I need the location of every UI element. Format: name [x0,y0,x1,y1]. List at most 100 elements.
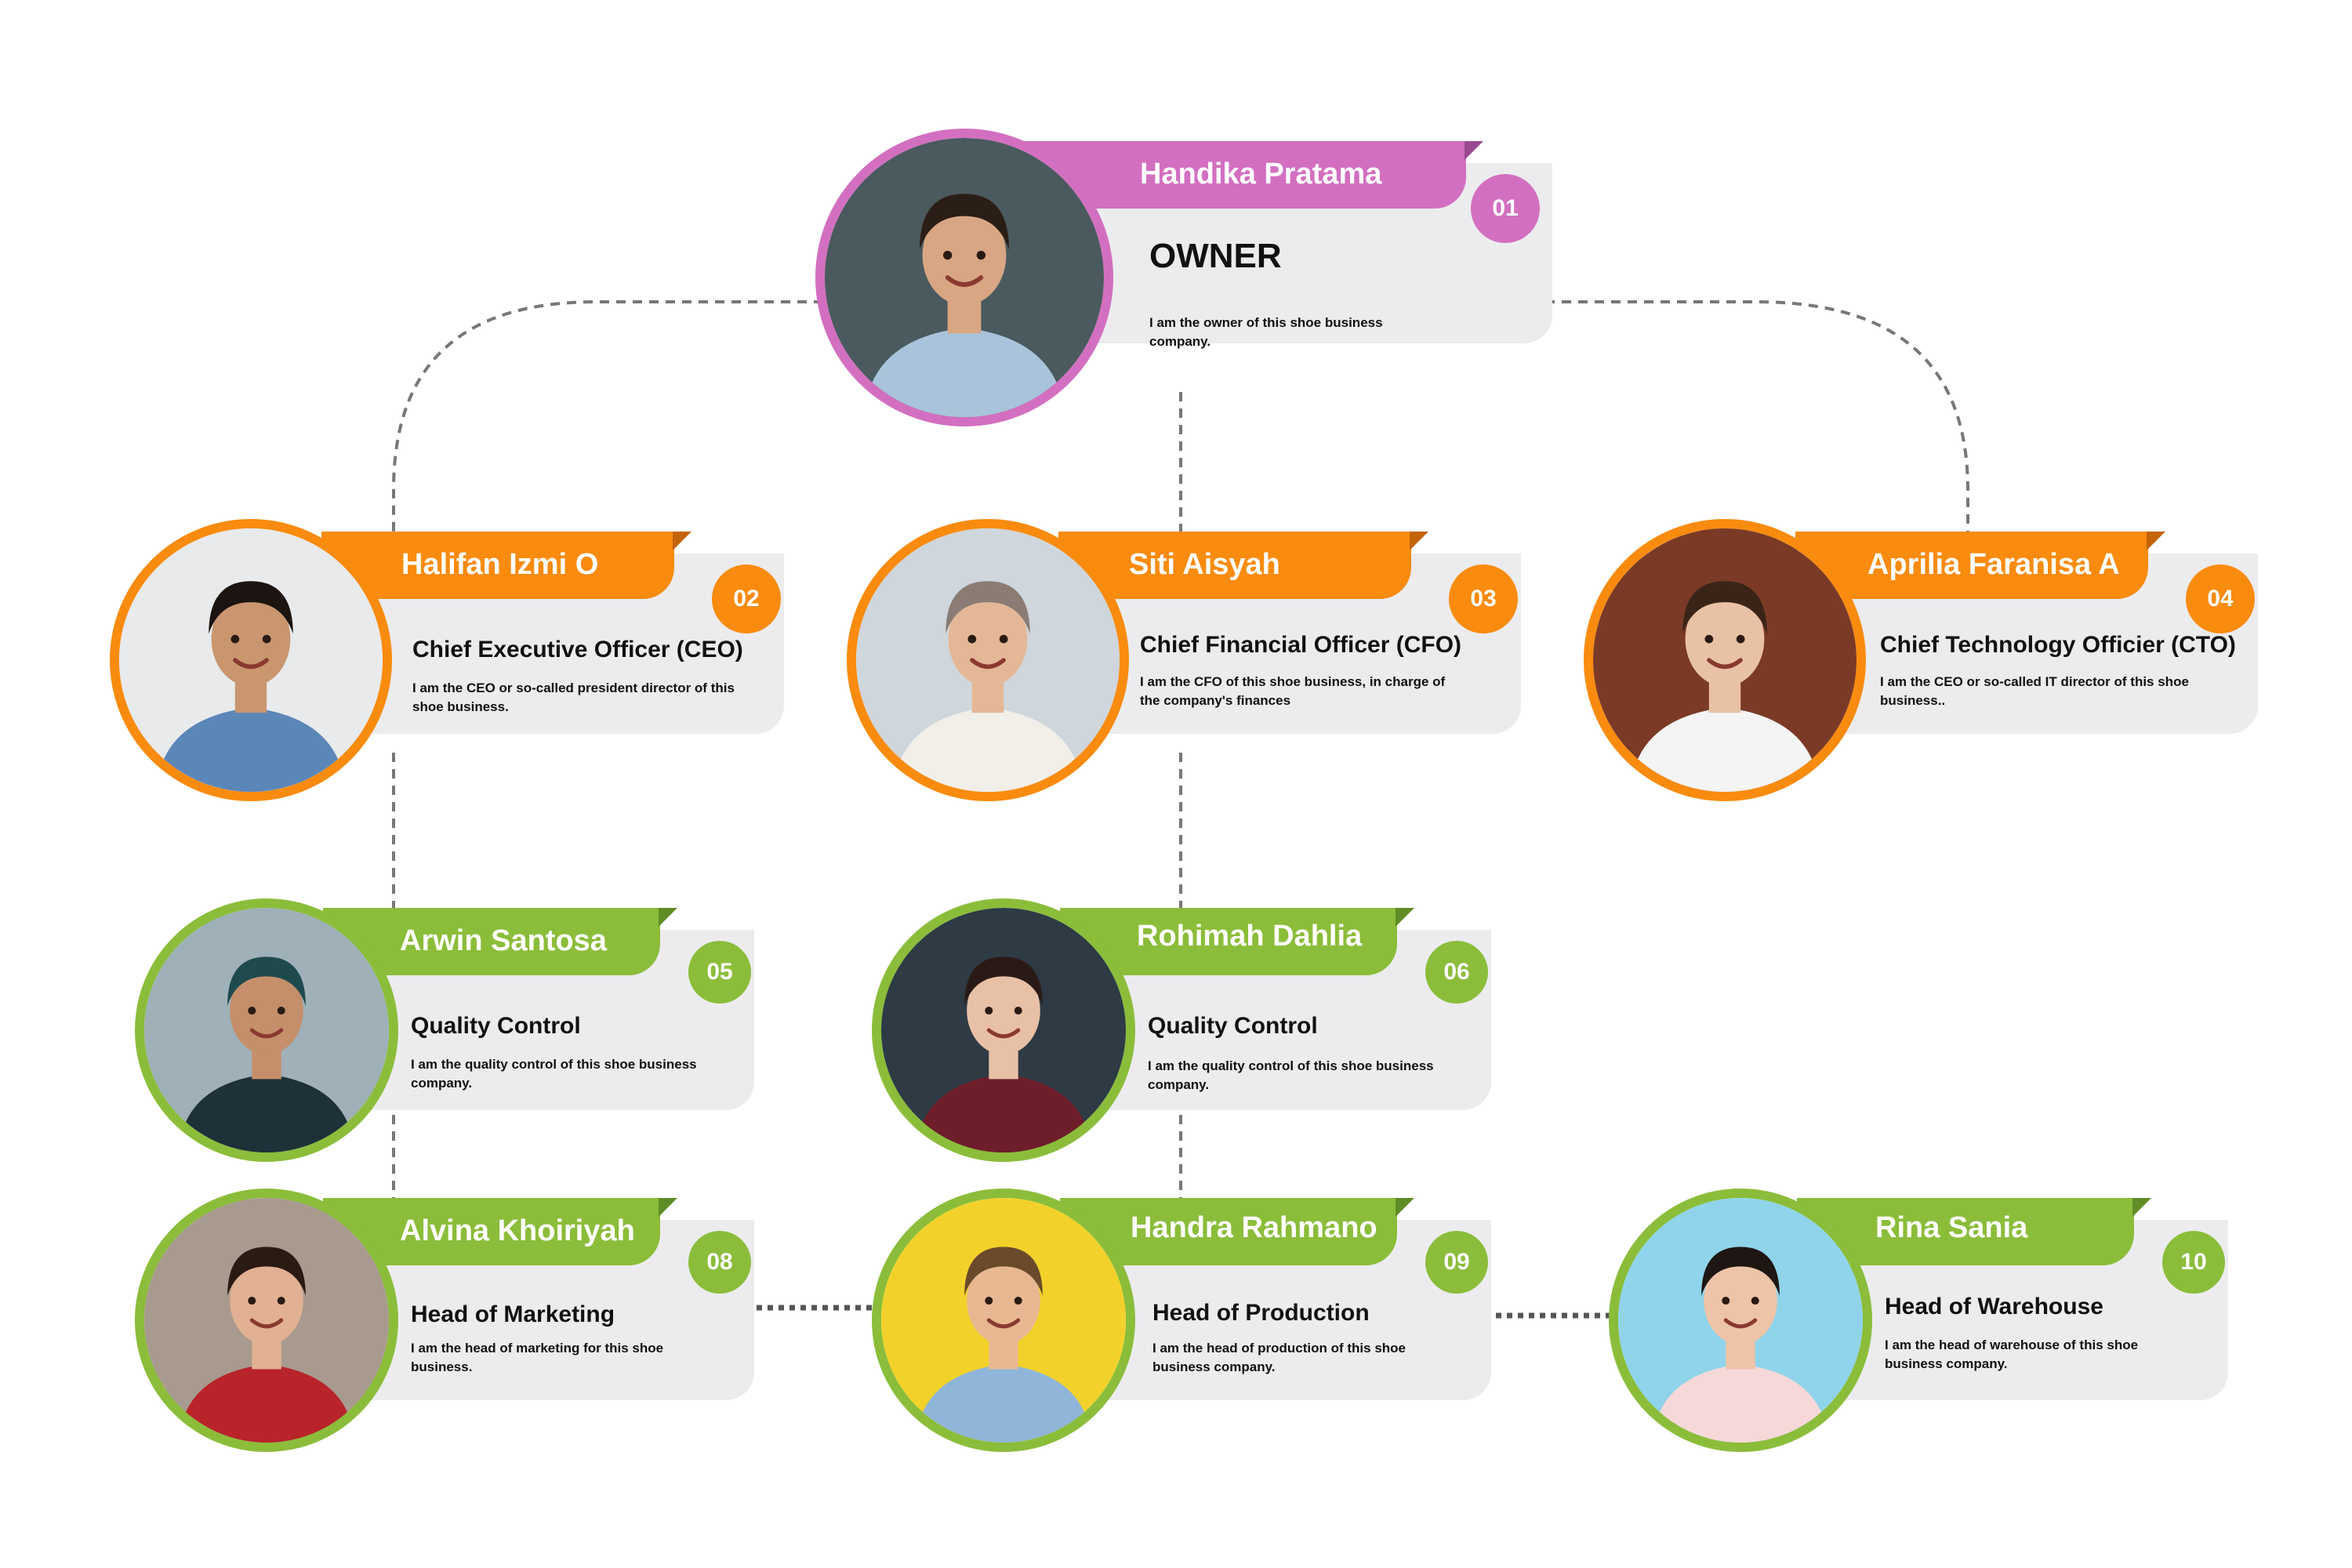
number-badge: 08 [688,1231,751,1294]
portrait-hair [227,956,306,1006]
role-description: I am the quality control of this shoe bu… [411,1057,697,1091]
avatar [872,1189,1135,1452]
portrait-smile [986,1318,1021,1329]
portrait-eye [942,250,953,260]
person-name: Aprilia Faranisa A [1867,548,2120,581]
role-title: Head of Warehouse [1885,1294,2103,1319]
org-node-quality-control-2[interactable]: Rohimah Dahlia 06 Quality Control I am t… [872,895,1562,1185]
portrait-face [230,966,303,1055]
portrait-hair [227,1247,306,1296]
portrait-illustration [825,138,1104,417]
portrait-eye [1751,1297,1759,1305]
org-node-owner[interactable]: Handika Pratama 01 OWNER I am the owner … [815,129,1552,426]
portrait-face [967,966,1040,1055]
portrait-hair [964,1247,1043,1296]
portrait-face [922,205,1007,306]
org-node-ceo[interactable]: Halifan Izmi O 02 Chief Executive Office… [110,519,800,809]
portrait-eye [967,634,977,644]
number-badge: 02 [712,564,781,633]
org-node-cto[interactable]: Aprilia Faranisa A 04 Chief Technology O… [1584,519,2274,809]
banner-fold [1410,532,1428,550]
portrait-eye [1014,1297,1022,1305]
role-description: I am the quality control of this shoe bu… [1148,1058,1434,1092]
role-description: I am the head of production of this shoe… [1152,1341,1406,1374]
banner-fold [2132,1198,2151,1217]
avatar [1609,1189,1872,1452]
portrait-body [1652,1364,1829,1443]
org-node-head-of-production[interactable]: Handra Rahmano 09 Head of Production I a… [872,1185,1562,1475]
role-description: I am the CEO or so-called IT director of… [1880,674,2189,708]
portrait-eye [985,1007,993,1015]
portrait-hair [920,194,1009,250]
banner-fold [659,908,677,927]
portrait-illustration [881,1198,1126,1443]
portrait-illustration [119,528,383,792]
portrait-body [178,1074,355,1152]
person-name: Siti Aisyah [1129,548,1280,581]
role-title: Chief Technology Officier (CTO) [1880,632,2236,658]
portrait-face [1704,1256,1777,1345]
number-badge: 03 [1449,564,1518,633]
portrait-face [967,1256,1040,1345]
portrait-illustration [144,908,389,1152]
banner-fold [2147,532,2165,550]
connector-owner-to-cto [1529,300,1969,533]
org-node-head-of-marketing[interactable]: Alvina Khoiriyah 08 Head of Marketing I … [135,1185,825,1475]
name-banner [1795,532,2148,599]
portrait-body [156,707,346,792]
portrait-eye [1014,1007,1022,1015]
portrait-face [211,591,291,687]
portrait-smile [970,658,1006,670]
person-name: Alvina Khoiriyah [400,1214,635,1247]
portrait-eye [976,250,986,260]
role-description: I am the CEO or so-called president dire… [412,681,735,714]
portrait-smile [249,1028,284,1039]
role-title: Chief Financial Officer (CFO) [1140,632,1462,658]
person-name: Handra Rahmano [1131,1211,1377,1244]
number-badge: 04 [2186,564,2255,633]
portrait-smile [249,1318,284,1329]
portrait-eye [262,634,271,644]
portrait-hair [964,956,1043,1006]
avatar [815,129,1113,426]
portrait-eye [248,1297,256,1305]
connector-owner-to-ceo [392,300,823,533]
portrait-body [863,328,1065,417]
portrait-hair [946,581,1030,634]
person-name: Handika Pratama [1140,158,1382,191]
portrait-eye [277,1007,285,1015]
number-badge: 05 [688,941,751,1004]
portrait-eye [248,1007,256,1015]
portrait-eye [277,1297,285,1305]
name-banner [1058,532,1411,599]
avatar [135,1189,398,1452]
role-description: I am the head of warehouse of this shoe … [1885,1338,2139,1371]
person-name: Rohimah Dahlia [1137,920,1363,953]
portrait-body [178,1364,355,1443]
org-node-cfo[interactable]: Siti Aisyah 03 Chief Financial Officer (… [847,519,1537,809]
avatar [847,519,1129,801]
portrait-smile [945,275,984,287]
portrait-face [948,591,1028,687]
org-node-head-of-warehouse[interactable]: Rina Sania 10 Head of Warehouse I am the… [1609,1185,2299,1475]
portrait-body [893,707,1083,792]
avatar [110,519,392,801]
portrait-illustration [144,1198,389,1443]
person-name: Halifan Izmi O [401,548,599,581]
portrait-smile [986,1028,1021,1039]
role-title: Chief Executive Officer (CEO) [412,637,743,662]
portrait-illustration [1618,1198,1863,1443]
banner-fold [659,1198,677,1217]
avatar [135,898,398,1162]
portrait-body [915,1074,1092,1152]
person-name: Rina Sania [1875,1211,2028,1244]
portrait-hair [1701,1247,1780,1296]
banner-fold [1465,141,1483,160]
role-title: Head of Marketing [411,1301,615,1327]
number-badge: 01 [1471,174,1540,243]
portrait-hair [1682,581,1767,634]
portrait-eye [1704,634,1714,644]
person-name: Arwin Santosa [400,924,607,957]
org-node-quality-control-1[interactable]: Arwin Santosa 05 Quality Control I am th… [135,895,825,1185]
portrait-eye [1722,1297,1730,1305]
